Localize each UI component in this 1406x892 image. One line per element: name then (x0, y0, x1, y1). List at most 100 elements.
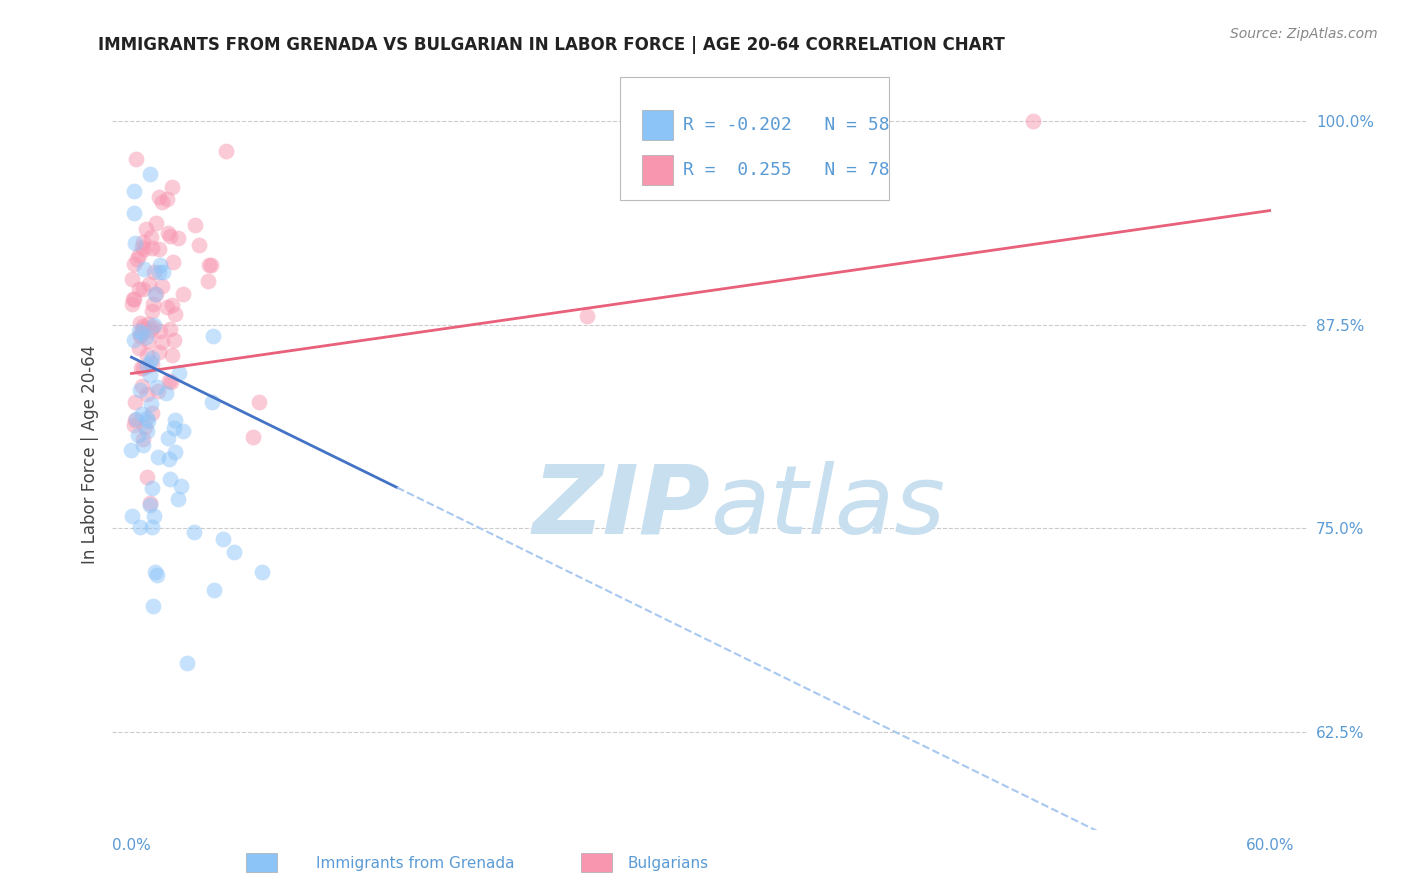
Point (135, 330, 157, 344)
Point (135, 222, 157, 236)
Point (136, 334, 159, 348)
Point (167, 366, 190, 380)
Point (148, 265, 170, 279)
Point (156, 192, 179, 206)
FancyBboxPatch shape (581, 853, 612, 872)
Point (163, 420, 186, 434)
Point (1021, 114, 1043, 128)
FancyBboxPatch shape (246, 853, 277, 872)
Point (152, 278, 174, 293)
Point (222, 544, 245, 558)
Point (159, 229, 181, 244)
Point (159, 322, 181, 336)
Point (122, 257, 145, 271)
Point (124, 395, 146, 409)
Y-axis label: In Labor Force | Age 20-64: In Labor Force | Age 20-64 (80, 345, 98, 565)
Point (141, 351, 163, 366)
Point (139, 496, 162, 510)
Text: R =  0.255   N = 78: R = 0.255 N = 78 (682, 161, 889, 179)
Point (134, 419, 156, 434)
Point (122, 293, 145, 307)
Point (122, 292, 145, 306)
Point (132, 242, 155, 256)
Point (129, 360, 152, 375)
Point (145, 216, 167, 230)
Point (152, 264, 174, 278)
Point (242, 430, 264, 444)
Point (160, 179, 183, 194)
Point (198, 258, 221, 272)
Point (183, 525, 205, 540)
Point (172, 287, 194, 301)
Point (132, 438, 155, 452)
Point (157, 431, 180, 445)
Point (145, 380, 167, 394)
Text: Immigrants from Grenada: Immigrants from Grenada (315, 856, 515, 871)
Point (132, 322, 155, 336)
Point (142, 319, 165, 334)
Point (167, 231, 190, 245)
Point (141, 481, 163, 495)
Point (121, 443, 143, 458)
Point (165, 307, 187, 321)
Point (129, 327, 152, 342)
Point (184, 218, 207, 232)
Point (138, 167, 160, 181)
Point (136, 359, 159, 374)
Point (122, 206, 145, 220)
Point (141, 406, 163, 420)
Point (575, 310, 598, 324)
Point (125, 153, 148, 167)
Point (131, 326, 153, 340)
Point (143, 264, 166, 278)
Text: ZIP: ZIP (531, 461, 710, 554)
Point (247, 395, 270, 409)
Point (124, 413, 146, 427)
Point (132, 432, 155, 446)
Point (148, 190, 170, 204)
Point (162, 255, 184, 269)
Point (129, 316, 152, 330)
Point (141, 323, 163, 337)
Point (156, 300, 179, 314)
Point (127, 252, 149, 267)
Point (155, 385, 177, 400)
Point (201, 395, 224, 409)
Point (129, 383, 152, 397)
Point (160, 376, 183, 390)
FancyBboxPatch shape (643, 111, 673, 140)
Point (150, 194, 173, 209)
Point (162, 333, 184, 347)
Point (197, 274, 219, 288)
Point (128, 324, 150, 338)
Point (138, 277, 160, 291)
FancyBboxPatch shape (620, 77, 889, 200)
Text: IMMIGRANTS FROM GRENADA VS BULGARIAN IN LABOR FORCE | AGE 20-64 CORRELATION CHAR: IMMIGRANTS FROM GRENADA VS BULGARIAN IN … (98, 36, 1005, 54)
Point (141, 229, 163, 244)
Point (127, 427, 149, 442)
Point (135, 470, 157, 484)
Point (129, 328, 152, 343)
Point (148, 345, 170, 359)
Point (148, 242, 170, 256)
Point (141, 304, 163, 318)
Text: Source: ZipAtlas.com: Source: ZipAtlas.com (1230, 27, 1378, 41)
Point (132, 282, 155, 296)
Point (122, 418, 145, 433)
Point (128, 282, 150, 296)
Point (139, 499, 162, 513)
Point (131, 379, 153, 393)
Point (142, 297, 165, 311)
Point (150, 334, 173, 349)
Point (136, 411, 159, 425)
Point (141, 241, 163, 255)
Point (141, 520, 163, 534)
Point (121, 296, 143, 310)
Point (134, 262, 156, 277)
Point (145, 286, 167, 301)
Point (187, 238, 209, 252)
Point (163, 444, 186, 458)
FancyBboxPatch shape (643, 155, 673, 186)
Point (149, 324, 172, 338)
Point (149, 258, 172, 272)
